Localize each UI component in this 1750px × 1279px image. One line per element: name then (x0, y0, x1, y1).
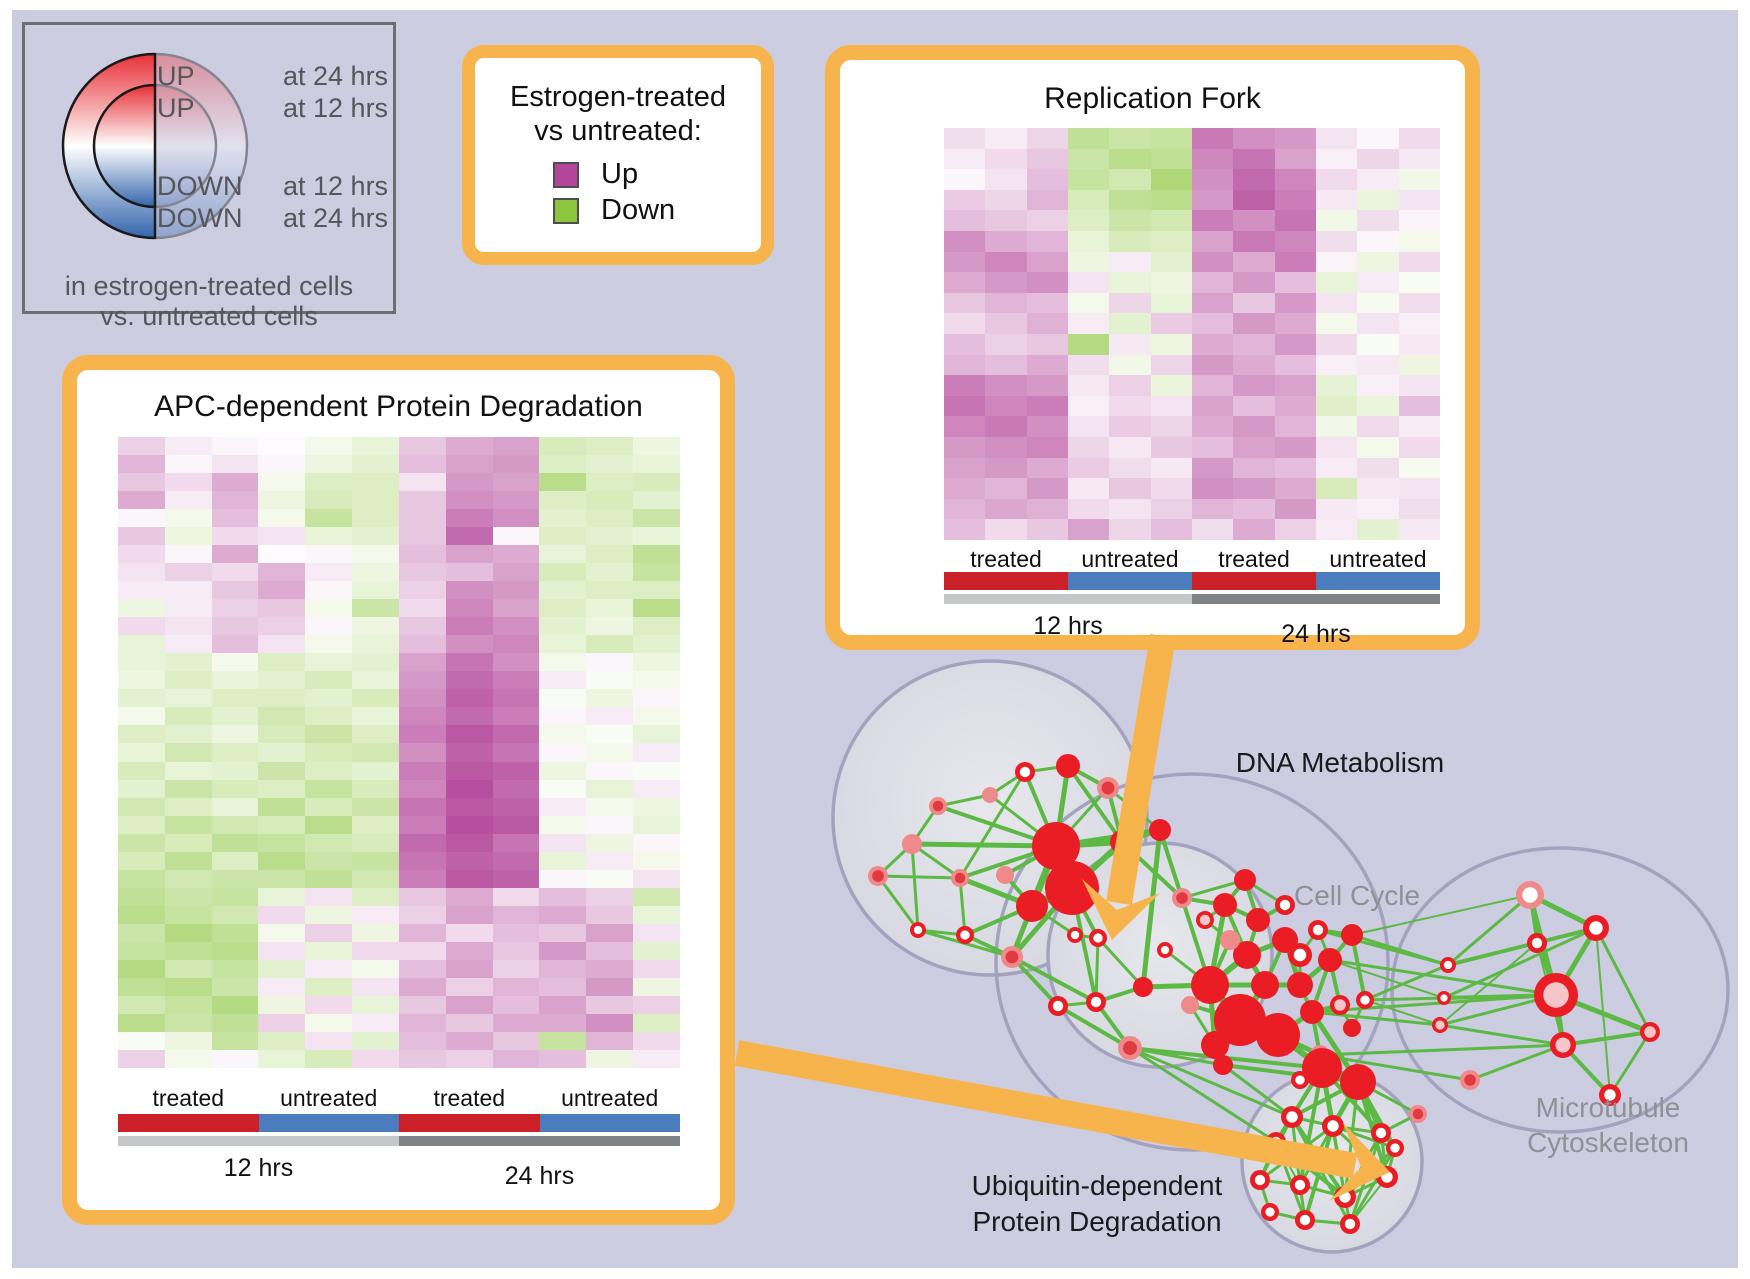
ring-time-0: at 24 hrs (283, 61, 389, 91)
ring-time-2: at 12 hrs (283, 171, 389, 201)
group-labels: treated untreated treated untreated (970, 546, 1427, 572)
ring-word-2: DOWN (157, 171, 243, 201)
figure-canvas: UP at 24 hrs UP at 12 hrs DOWN at 12 hrs DOWN a… (12, 10, 1738, 1268)
time-labels: 12 hrs 24 hrs (223, 1154, 575, 1190)
comparison-legend-box: Estrogen-treated vs untreated: Up Down (462, 45, 774, 265)
ring-legend-caption-line1: in estrogen-treated cells (64, 271, 354, 301)
ring-legend-caption-line2: vs. untreated cells (100, 301, 318, 331)
up-label: Up (601, 158, 639, 190)
faded-half-overlay (155, 26, 275, 266)
time-labels: 12 hrs 24 hrs (1033, 612, 1351, 648)
ring-word-3: DOWN (157, 203, 243, 233)
replication-fork-title: Replication Fork (1044, 82, 1261, 115)
microtubule-label-line1: Microtubule (1535, 1092, 1681, 1123)
ring-legend-box: UP at 24 hrs UP at 12 hrs DOWN at 12 hrs DOWN a… (22, 22, 396, 331)
down-color-swatch (553, 197, 579, 224)
ubiquitin-label-line1: Ubiquitin-dependent (971, 1170, 1223, 1201)
legend-item-down: Down (553, 194, 675, 227)
apc-heatmap (118, 437, 680, 1068)
ring-legend-diagram (61, 26, 275, 266)
comparison-legend-title-line1: Estrogen-treated (509, 81, 726, 113)
replication-fork-panel: Replication Fork treated untreated treated… (825, 45, 1480, 650)
legend-item-up: Up (553, 158, 638, 191)
group-labels: treated untreated treated untreated (152, 1085, 659, 1111)
ring-time-1: at 12 hrs (283, 93, 389, 123)
apc-heatmap-panel: APC-dependent Protein Degradation treate… (62, 355, 735, 1225)
comparison-legend-title-line2: vs untreated: (534, 115, 702, 147)
microtubule-label-line2: Cytoskeleton (1527, 1127, 1689, 1158)
cell-cycle-label: Cell Cycle (1293, 880, 1421, 911)
group-bars (944, 572, 1440, 590)
ubiquitin-label-line2: Protein Degradation (972, 1206, 1222, 1237)
time-bars (944, 594, 1440, 604)
group-bars (118, 1114, 680, 1132)
replication-fork-heatmap (944, 128, 1440, 540)
time-bars (118, 1136, 680, 1146)
up-color-swatch (553, 161, 579, 188)
ring-time-3: at 24 hrs (283, 203, 389, 233)
dna-metabolism-label: DNA Metabolism (1235, 747, 1445, 778)
ring-word-1: UP (157, 93, 195, 123)
ring-word-0: UP (157, 61, 195, 91)
down-label: Down (601, 194, 676, 226)
apc-panel-title: APC-dependent Protein Degradation (154, 390, 643, 423)
